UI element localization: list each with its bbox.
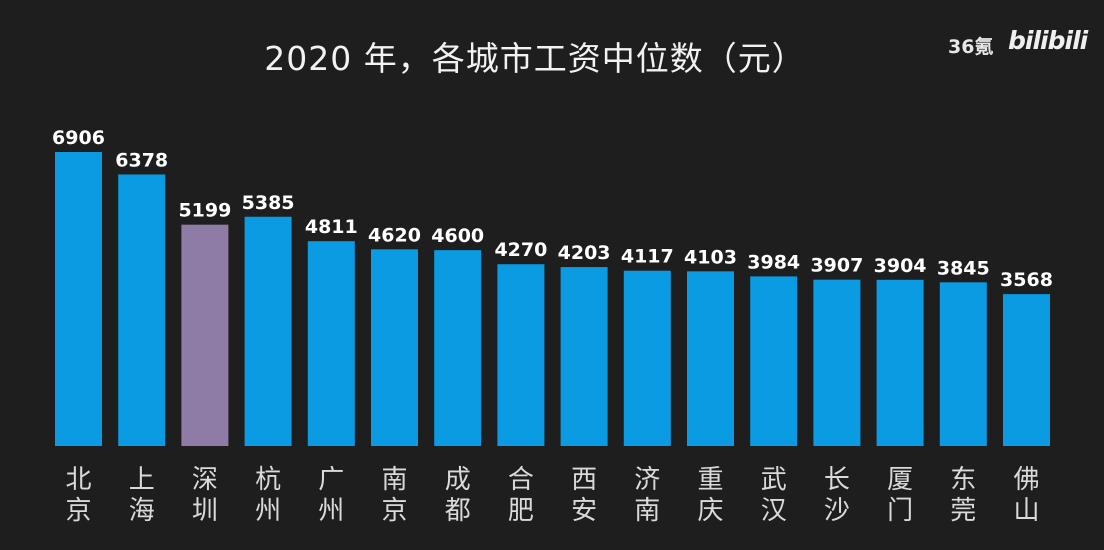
category-label-15-0: 佛 (1013, 465, 1039, 495)
category-label-2-1: 圳 (192, 496, 218, 526)
category-label-5-0: 南 (381, 465, 407, 495)
category-label-9-1: 南 (634, 496, 660, 526)
value-label-12: 3907 (810, 255, 863, 277)
category-label-10-0: 重 (697, 465, 723, 495)
category-label-14-1: 莞 (950, 496, 976, 526)
category-label-7-0: 合 (508, 465, 534, 495)
category-label-1-1: 海 (129, 496, 155, 526)
bar-5 (371, 249, 418, 446)
bar-8 (560, 267, 608, 446)
chart-title: 2020 年，各城市工资中位数（元） (264, 39, 806, 78)
value-label-5: 4620 (368, 224, 421, 246)
category-label-12-1: 沙 (824, 496, 850, 526)
value-label-4: 4811 (305, 216, 358, 238)
value-label-13: 3904 (874, 255, 927, 277)
category-label-11-1: 汉 (761, 496, 787, 526)
bar-6 (434, 250, 482, 446)
bar-14 (939, 282, 987, 446)
category-label-0-0: 北 (65, 465, 91, 495)
bar-1 (118, 174, 166, 446)
category-label-4-1: 州 (318, 496, 344, 526)
category-label-7-1: 肥 (508, 496, 534, 526)
category-label-13-0: 厦 (887, 465, 913, 495)
category-label-9-0: 济 (634, 465, 660, 495)
bar-3 (244, 216, 292, 446)
category-label-4-0: 广 (318, 465, 344, 495)
bar-10 (687, 271, 734, 446)
bar-2 (181, 224, 229, 446)
category-label-14-0: 东 (950, 465, 976, 495)
value-label-6: 4600 (431, 225, 484, 247)
category-label-3-0: 杭 (255, 465, 281, 495)
value-label-7: 4270 (494, 239, 547, 261)
bar-11 (750, 276, 798, 446)
category-label-12-0: 长 (824, 465, 850, 495)
category-label-5-1: 京 (381, 496, 407, 526)
category-label-8-1: 安 (571, 496, 597, 526)
category-label-6-0: 成 (445, 465, 471, 495)
value-label-11: 3984 (747, 251, 800, 273)
value-label-0: 6906 (52, 127, 105, 149)
bar-12 (813, 279, 861, 446)
value-label-9: 4117 (621, 246, 674, 268)
value-label-2: 5199 (178, 200, 231, 222)
category-label-6-1: 都 (445, 496, 471, 526)
category-label-10-1: 庆 (697, 496, 723, 526)
bar-7 (497, 264, 545, 446)
bar-15 (1003, 294, 1050, 446)
value-label-10: 4103 (684, 246, 737, 268)
category-label-2-0: 深 (192, 465, 218, 495)
bar-9 (623, 270, 671, 446)
category-label-13-1: 门 (887, 496, 913, 526)
category-label-15-1: 山 (1013, 496, 1039, 526)
bar-4 (307, 241, 355, 446)
bilibili-logo: bilibili (1008, 26, 1088, 55)
value-label-1: 6378 (115, 149, 168, 171)
category-label-0-1: 京 (65, 496, 91, 526)
category-label-1-0: 上 (129, 465, 155, 495)
category-label-11-0: 武 (761, 465, 787, 495)
value-label-14: 3845 (937, 257, 990, 279)
value-label-15: 3568 (1000, 269, 1053, 291)
category-label-8-0: 西 (571, 465, 597, 495)
bar-13 (876, 279, 924, 446)
category-label-3-1: 州 (255, 496, 281, 526)
source-watermark: 36氪 (948, 36, 994, 58)
value-label-3: 5385 (242, 192, 295, 214)
bar-0 (55, 152, 102, 446)
value-label-8: 4203 (558, 242, 611, 264)
